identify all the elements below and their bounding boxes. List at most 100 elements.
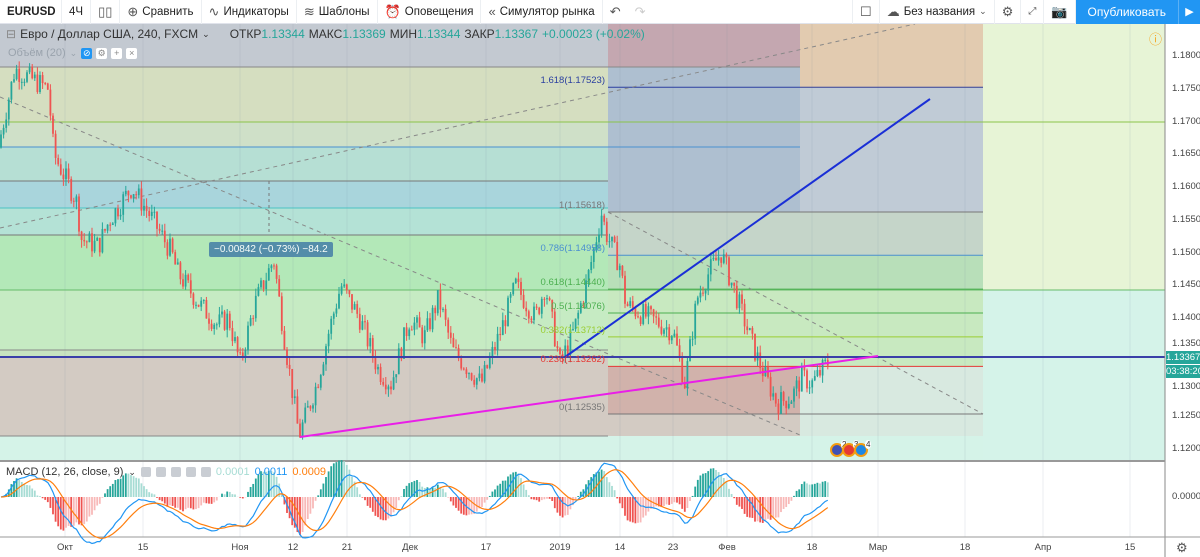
candle-body xyxy=(156,211,158,229)
alerts-button[interactable]: ⏰ Оповещения xyxy=(378,0,482,24)
candle-body xyxy=(639,317,642,324)
macd-histogram-bar xyxy=(683,497,686,512)
symbol-search[interactable]: EURUSD xyxy=(0,0,62,24)
compare-button[interactable]: ⊕ Сравнить xyxy=(120,0,202,24)
macd-title[interactable]: MACD (12, 26, close, 9) xyxy=(6,466,124,478)
close-icon[interactable] xyxy=(200,467,211,477)
time-axis-label: 14 xyxy=(614,542,626,553)
candle-body xyxy=(20,81,23,83)
macd-histogram-bar xyxy=(59,497,62,530)
play-button[interactable]: ▶ xyxy=(1178,0,1200,24)
candle-body xyxy=(816,370,819,377)
candle xyxy=(67,163,70,184)
macd-histogram-bar xyxy=(639,497,642,523)
plus-icon[interactable] xyxy=(185,467,196,477)
chevron-down-icon: ⌄ xyxy=(979,6,987,16)
price-axis-label: 1.18000 xyxy=(1172,50,1200,61)
high-value: 1.13369 xyxy=(342,27,386,41)
symbol-title[interactable]: Евро / Доллар США, 240, FXCM xyxy=(20,27,199,41)
macd-histogram-bar xyxy=(283,497,286,505)
macd-histogram-bar xyxy=(163,497,166,504)
source-icon[interactable] xyxy=(170,467,181,477)
candle xyxy=(525,301,528,317)
settings-button[interactable]: ⚙ xyxy=(995,0,1022,24)
candle xyxy=(743,299,746,335)
candle xyxy=(772,386,775,401)
candle-body xyxy=(603,215,606,222)
chart-type-button[interactable]: ▯▯ xyxy=(91,0,121,24)
templates-button[interactable]: ≋ Шаблоны xyxy=(297,0,378,24)
macd-histogram-bar xyxy=(556,497,559,513)
candle-body xyxy=(533,306,535,321)
macd-histogram-bar xyxy=(18,479,21,497)
macd-histogram-bar xyxy=(460,497,463,514)
candle xyxy=(41,71,44,90)
gear-icon[interactable]: ⚙ xyxy=(1176,540,1188,555)
fullscreen-button[interactable]: ⤢ xyxy=(1021,0,1045,24)
candle xyxy=(416,314,418,330)
settings-icon[interactable] xyxy=(155,467,166,477)
candle xyxy=(156,211,158,237)
redo-button[interactable]: ↷ xyxy=(628,0,653,24)
macd-histogram-bar xyxy=(613,490,616,497)
collapse-icon[interactable]: ⊟ xyxy=(6,27,17,41)
macd-histogram-bar xyxy=(691,495,694,497)
warning-icon[interactable]: ⓘ xyxy=(1149,32,1163,47)
candle xyxy=(652,308,655,324)
macd-histogram-bar xyxy=(202,497,205,503)
replay-button[interactable]: «Симулятор рынка xyxy=(481,0,603,24)
candle xyxy=(13,73,15,83)
plus-icon[interactable]: + xyxy=(111,47,123,59)
macd-histogram-bar xyxy=(592,474,595,497)
candle xyxy=(408,327,411,340)
macd-histogram-bar xyxy=(327,471,330,497)
candle xyxy=(442,307,444,313)
macd-histogram-bar xyxy=(166,497,169,507)
macd-histogram-bar xyxy=(137,478,140,497)
candle xyxy=(551,299,554,319)
candle-body xyxy=(182,279,184,287)
candle-body xyxy=(31,66,34,79)
candle-body xyxy=(717,257,720,261)
event-flag-icon[interactable]: 4 xyxy=(854,440,872,457)
candle-body xyxy=(821,359,824,376)
candle-body xyxy=(751,328,754,334)
publish-button[interactable]: Опубликовать xyxy=(1075,0,1178,24)
hide-icon[interactable]: ⊘ xyxy=(81,47,93,59)
candle xyxy=(504,315,507,334)
macd-histogram-bar xyxy=(538,497,541,502)
candle xyxy=(621,265,624,279)
undo-button[interactable]: ↶ xyxy=(603,0,628,24)
candle xyxy=(665,320,668,338)
candle-body xyxy=(80,231,83,240)
candle xyxy=(52,113,54,138)
layout-toggle-button[interactable]: ☐ xyxy=(852,0,880,24)
macd-histogram-bar xyxy=(179,497,182,510)
candle xyxy=(382,377,385,387)
candle-body xyxy=(54,133,57,158)
candle-body xyxy=(153,211,156,213)
candle-body xyxy=(174,252,177,265)
settings-icon[interactable]: ⚙ xyxy=(96,47,108,59)
indicators-button[interactable]: ∿ Индикаторы xyxy=(202,0,297,24)
background-zone xyxy=(0,350,608,357)
macd-histogram-bar xyxy=(273,472,275,497)
snapshot-button[interactable]: 📷 xyxy=(1044,0,1076,24)
economic-events[interactable]: 234 xyxy=(830,440,872,457)
play-icon: ▶ xyxy=(1185,6,1194,18)
interval-button[interactable]: 4Ч xyxy=(62,0,92,24)
candle xyxy=(161,224,164,235)
save-layout-button[interactable]: ☁ Без названия ⌄ xyxy=(880,0,995,24)
candle xyxy=(23,78,26,87)
hide-icon[interactable] xyxy=(140,467,151,477)
chart-canvas[interactable] xyxy=(0,24,1200,557)
candle xyxy=(637,311,639,319)
candle-body xyxy=(72,200,75,202)
candle-body xyxy=(605,221,608,242)
candle-body xyxy=(213,324,216,329)
volume-label[interactable]: Объём (20) xyxy=(8,47,66,59)
candle-body xyxy=(408,329,411,337)
candle-body xyxy=(184,274,187,287)
candle xyxy=(280,292,283,335)
close-icon[interactable]: × xyxy=(126,47,138,59)
